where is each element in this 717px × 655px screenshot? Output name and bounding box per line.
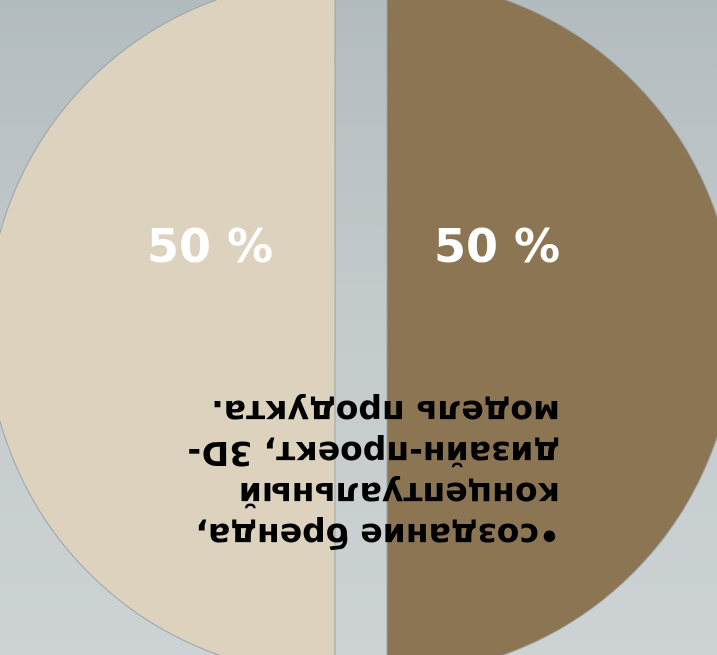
pie-slice-1 [387,0,717,655]
annotation-body: создание бренда, концептуальный дизайн-п… [187,393,560,555]
slice-2-data-label: 50 % [147,219,273,273]
bullet-glyph: • [539,516,560,555]
pie-slice-2 [0,0,335,655]
slice-annotation-text: •создание бренда, концептуальный дизайн-… [125,392,560,556]
pie-data-labels: 50 % 50 % [147,219,560,273]
slice-1-data-label: 50 % [434,219,560,273]
